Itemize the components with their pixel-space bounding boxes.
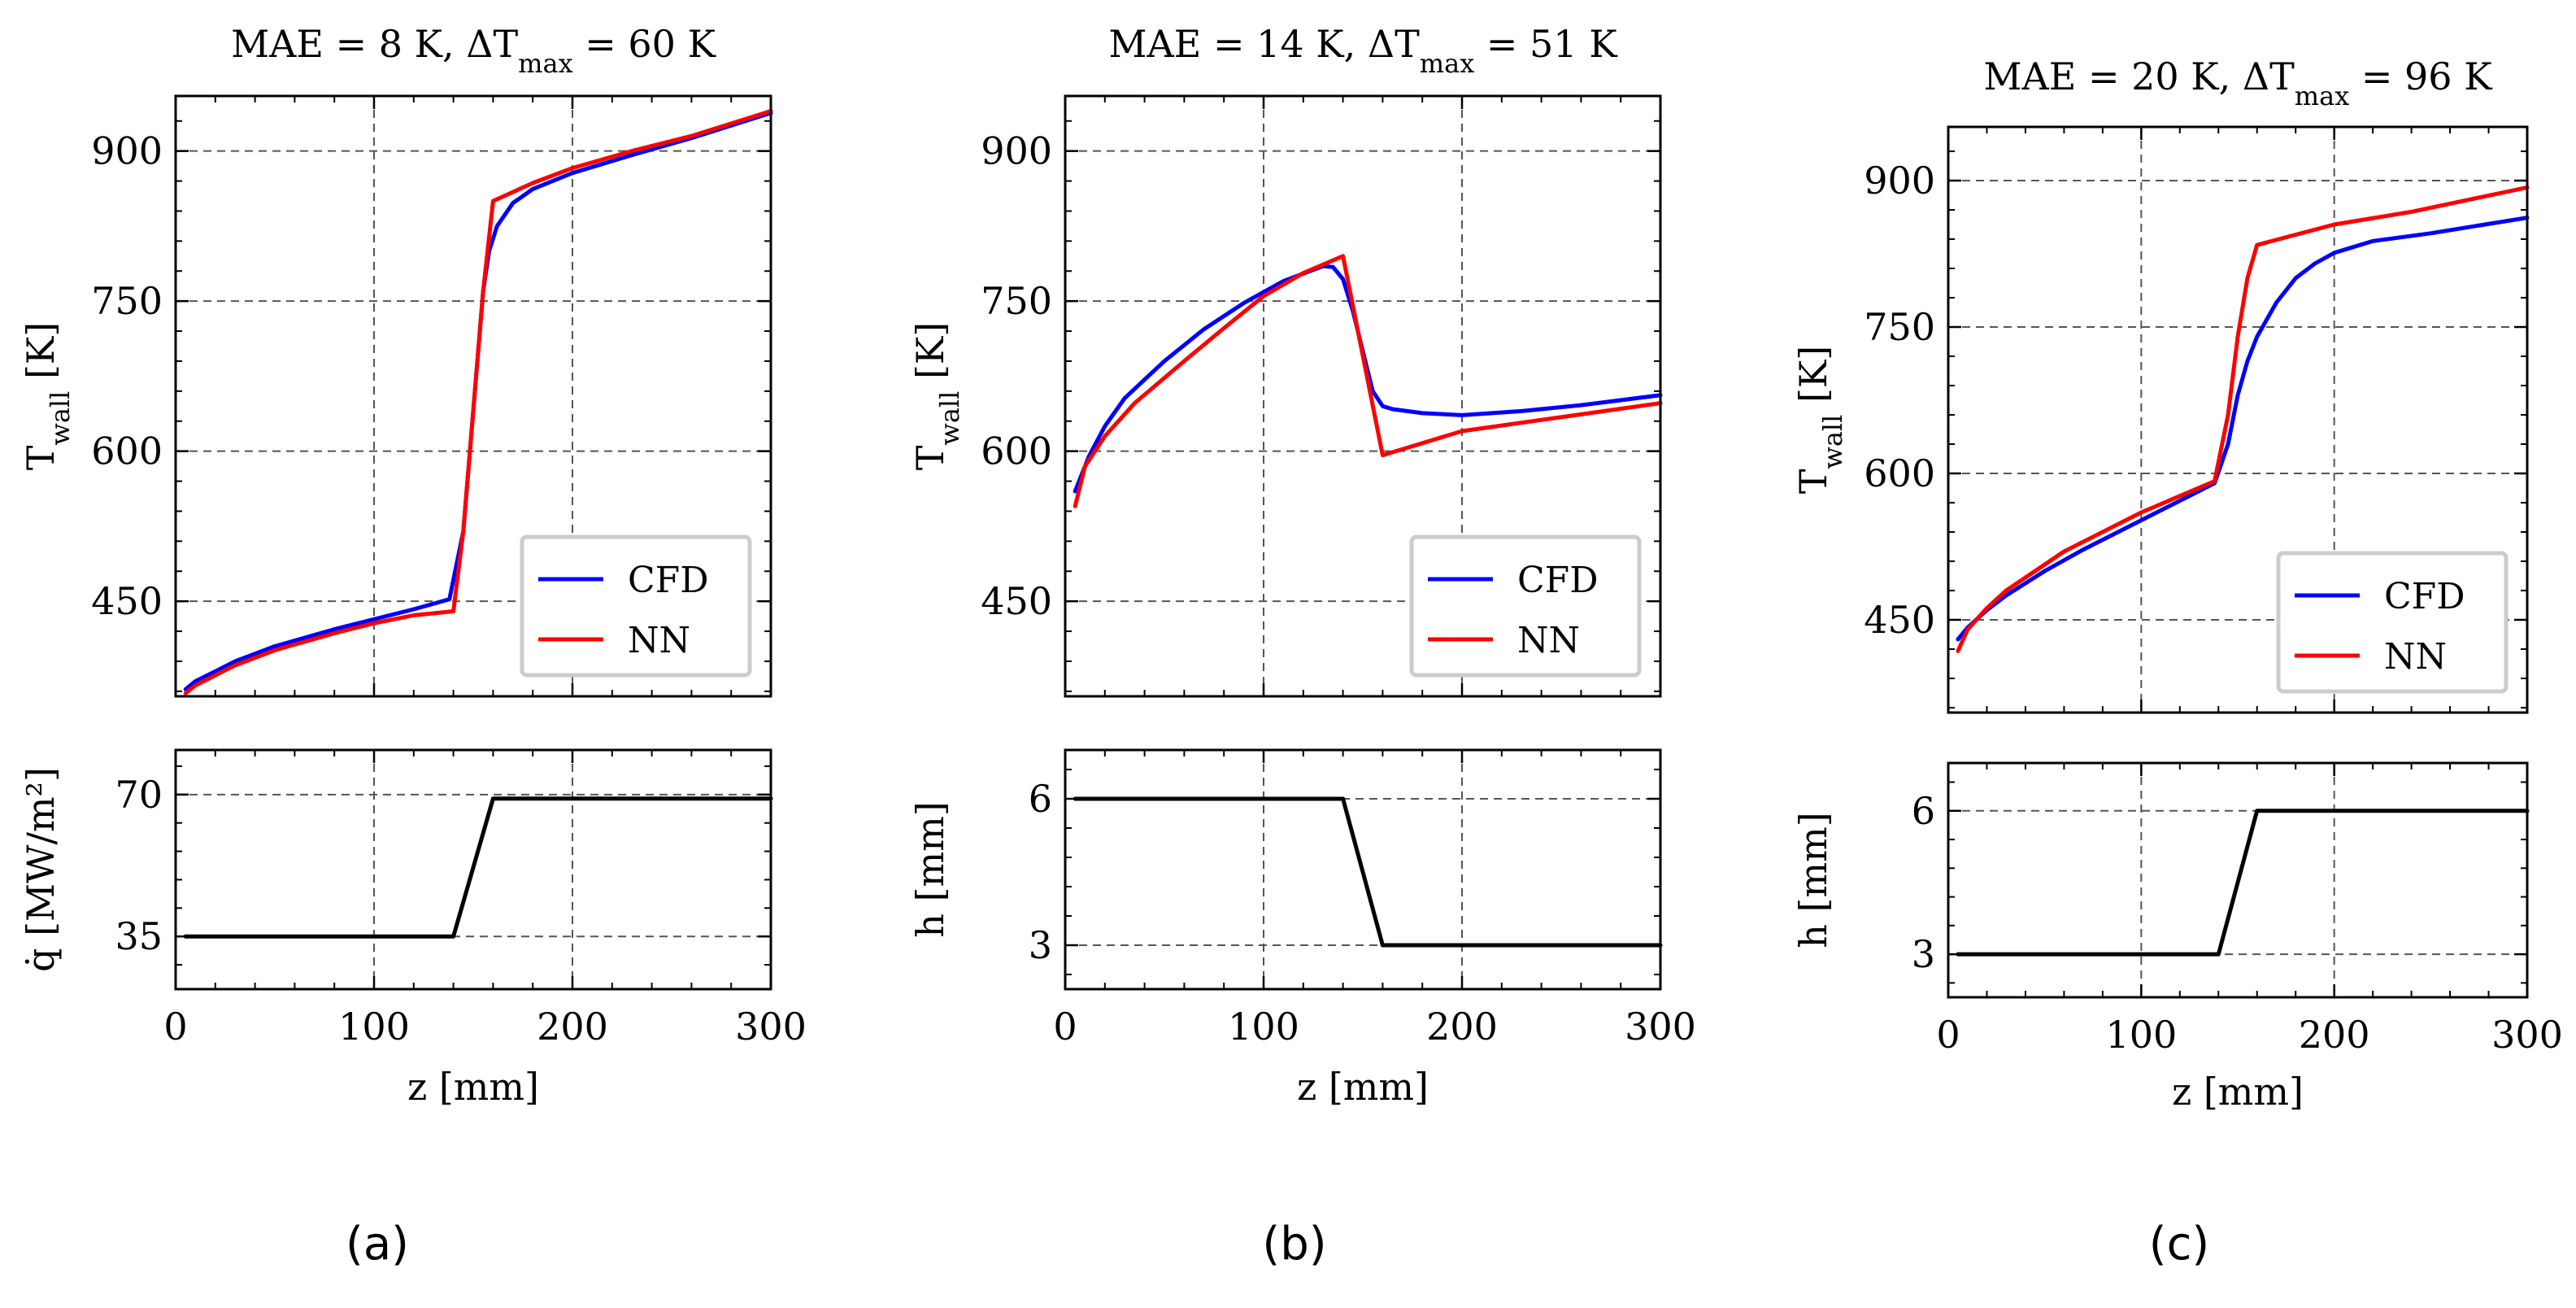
x-tick-label: 0 [163, 1005, 187, 1049]
plot-frame [1064, 748, 1662, 991]
panel-0-bottom-axes: 35 70 q̇ [MW/m²] [19, 748, 773, 991]
x-axis-label: z [mm] [407, 1065, 539, 1109]
legend-cfd-label: CFD [628, 560, 708, 601]
y-axis-label: h [mm] [908, 801, 952, 937]
series-nn-line [1073, 254, 1663, 508]
x-tick-label: 0 [1936, 1013, 1960, 1057]
y-tick-label: 450 [91, 579, 163, 623]
x-axis-label: z [mm] [2172, 1070, 2304, 1114]
x-tick-label: 100 [338, 1005, 410, 1049]
y-axis-label: Twall [K] [19, 322, 76, 471]
x-tick-label: 200 [1426, 1005, 1498, 1049]
panel-0-top-axes: 450 600 750 900 Twall [K] [19, 94, 773, 698]
panel-caption: (c) [2149, 1218, 2209, 1271]
y-tick-label: 750 [91, 279, 163, 323]
y-tick-label: 35 [115, 914, 163, 958]
legend-nn-label: NN [1517, 620, 1580, 661]
panel-title: MAE = 14 K, ΔTmax = 51 K [1108, 22, 1618, 79]
y-tick-label: 900 [91, 129, 163, 173]
panel-2-top-axes: 450 600 750 900 Twall [K] [1791, 125, 2530, 714]
y-tick-label: 6 [1029, 777, 1052, 821]
legend-nn-label: NN [628, 620, 690, 661]
y-tick-label: 6 [1912, 789, 1935, 833]
legend-cfd-label: CFD [1517, 560, 1598, 601]
legend-nn-label: NN [2384, 636, 2447, 678]
panel-1-bottom-axes: 3 6 h [mm] [908, 748, 1663, 991]
panel-title: MAE = 8 K, ΔTmax = 60 K [231, 22, 717, 79]
y-tick-label: 3 [1912, 932, 1935, 976]
panel-1-top-axes: 450 600 750 900 Twall [K] [908, 94, 1663, 698]
legend: CFD NN [1409, 534, 1642, 678]
series-nn-line [1956, 185, 2530, 653]
legend: CFD NN [520, 534, 752, 678]
plot-frame [1064, 94, 1662, 698]
series-line [183, 796, 773, 939]
x-tick-label: 300 [2491, 1013, 2563, 1057]
series-line [1956, 809, 2530, 957]
x-tick-label: 0 [1053, 1005, 1077, 1049]
y-tick-label: 600 [91, 429, 163, 473]
y-axis-label: h [mm] [1791, 812, 1835, 948]
y-tick-label: 900 [1864, 159, 1935, 203]
series-line [1073, 796, 1663, 948]
x-tick-label: 100 [2105, 1013, 2177, 1057]
x-tick-label: 200 [537, 1005, 608, 1049]
legend-cfd-label: CFD [2384, 576, 2465, 617]
y-axis-label: q̇ [MW/m²] [19, 767, 63, 972]
y-tick-label: 750 [981, 279, 1052, 323]
series-cfd-line [1956, 216, 2530, 642]
y-tick-label: 450 [1864, 598, 1935, 642]
y-tick-label: 600 [981, 429, 1052, 473]
panel-title: MAE = 20 K, ΔTmax = 96 K [1983, 54, 2493, 111]
y-tick-label: 900 [981, 129, 1052, 173]
x-axis-label: z [mm] [1297, 1065, 1429, 1109]
y-tick-label: 450 [981, 579, 1052, 623]
series-cfd-line [1073, 264, 1663, 494]
x-tick-label: 200 [2299, 1013, 2370, 1057]
y-tick-label: 600 [1864, 451, 1935, 495]
plot-frame [1947, 761, 2529, 999]
x-tick-label: 300 [735, 1005, 807, 1049]
y-axis-label: Twall [K] [908, 322, 965, 471]
y-tick-label: 3 [1029, 923, 1052, 967]
panel-caption: (b) [1262, 1218, 1326, 1271]
x-tick-label: 300 [1625, 1005, 1696, 1049]
y-tick-label: 750 [1864, 305, 1935, 349]
y-axis-label: Twall [K] [1791, 346, 1848, 495]
plot-frame [1947, 125, 2529, 714]
panel-caption: (a) [346, 1218, 409, 1271]
legend: CFD NN [2276, 551, 2509, 694]
x-tick-label: 100 [1228, 1005, 1299, 1049]
y-tick-label: 70 [115, 773, 163, 817]
plot-frame [174, 94, 772, 698]
plot-frame [174, 748, 772, 991]
panel-2-bottom-axes: 3 6 h [mm] [1791, 761, 2530, 999]
series-nn-line [183, 109, 773, 695]
